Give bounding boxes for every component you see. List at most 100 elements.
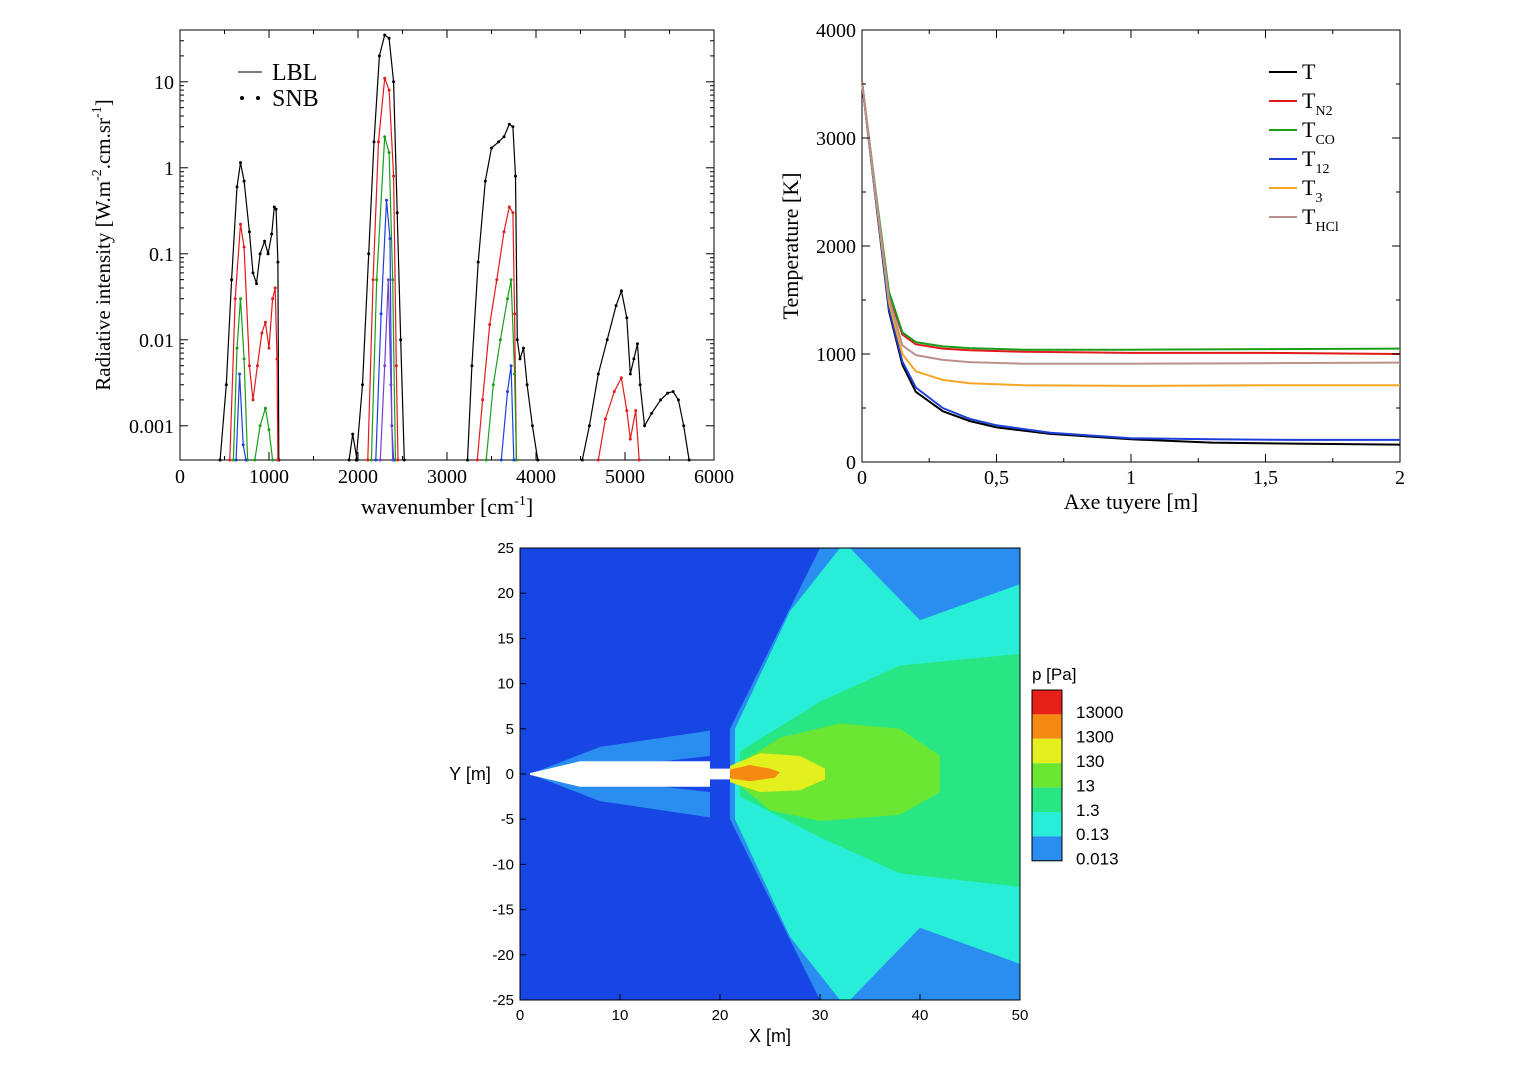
spectrum-snb-point [643, 424, 647, 428]
spectrum-snb-point [518, 357, 522, 361]
temperature-line-2 [861, 81, 1401, 351]
temperature-plot-frame [861, 29, 1401, 463]
spectrum-series-1-band-3 [597, 376, 640, 461]
contour-region-7 [730, 765, 780, 782]
spectrum-snb-point [247, 364, 251, 368]
spectrum-snb-point [383, 33, 387, 37]
spectrum-snb-point [235, 346, 239, 350]
spectrum-snb-point [628, 372, 632, 376]
temperature-x-tick-label: 1 [1126, 467, 1136, 489]
contour-y-tick-label: 10 [497, 676, 514, 693]
spectrum-snb-point [383, 76, 387, 80]
spectrum-series-3-band-0 [235, 373, 247, 461]
spectrum-snb-point [392, 80, 396, 84]
legend-snb-dot [256, 96, 260, 100]
spectrum-snb-point [614, 304, 618, 308]
contour-x-tick-label: 30 [812, 1007, 829, 1024]
spectrum-snb-point [391, 278, 395, 282]
spectrum-snb-point [233, 297, 237, 301]
temperature-line-5 [861, 81, 1401, 365]
contour-region-3 [850, 927, 1020, 1000]
colorbar-swatch-6 [1032, 836, 1062, 861]
spectrum-snb-point [676, 398, 680, 402]
spectrum-snb-point [374, 458, 378, 462]
temperature-y-tick-label: 3000 [816, 128, 856, 150]
spectrum-snb-point [383, 135, 387, 139]
spectrum-snb-point [379, 312, 383, 316]
temperature-x-tick-label: 2 [1395, 467, 1405, 489]
legend-label-0: T [1302, 59, 1316, 84]
spectrum-snb-point [274, 207, 278, 211]
colorbar-label-0: 13000 [1076, 703, 1123, 722]
spectrum-snb-point [386, 278, 390, 282]
contour-y-tick-label: -5 [501, 811, 514, 828]
spectrum-snb-point [366, 458, 370, 462]
contour-y-tick-label: 20 [497, 585, 514, 602]
colorbar-label-2: 130 [1076, 752, 1104, 771]
spectrum-series-0-band-1 [348, 433, 358, 461]
spectrum-snb-point [596, 458, 600, 462]
spectrum-snb-point [509, 278, 513, 282]
spectrum-snb-point [483, 179, 487, 183]
spectrum-snb-point [383, 364, 387, 368]
spectrum-snb-point [242, 357, 246, 361]
spectrum-snb-point [666, 391, 670, 395]
spectrum-snb-point [271, 297, 275, 301]
colorbar-label-3: 13 [1076, 776, 1095, 795]
spectrum-snb-point [634, 409, 638, 413]
temperature-y-tick-label: 1000 [816, 344, 856, 366]
spectrum-snb-point [272, 205, 276, 209]
colorbar-swatch-5 [1032, 812, 1062, 837]
colorbar-swatch-0 [1032, 690, 1062, 715]
spectrum-snb-point [687, 458, 691, 462]
spectrum-snb-point [347, 458, 351, 462]
legend-label-2: TCO [1302, 117, 1335, 148]
spectrum-snb-point [671, 390, 675, 394]
spectrum-snb-point [636, 342, 639, 346]
spectrum-snb-point [271, 458, 275, 462]
contour-x-tick-label: 0 [516, 1007, 524, 1024]
temperature-y-tick-label: 0 [846, 452, 856, 474]
spectrum-snb-point [372, 140, 376, 144]
colorbar-label-1: 1300 [1076, 728, 1114, 747]
spectrum-snb-point [258, 252, 262, 256]
contour-y-tick-label: 0 [506, 766, 514, 783]
spectrum-series-2-band-1 [254, 408, 274, 461]
contour-y-tick-label: 15 [497, 630, 514, 647]
colorbar-frame [1031, 689, 1063, 862]
spectrum-snb-point [270, 232, 274, 236]
spectrum-snb-point [507, 205, 511, 209]
colorbar-swatch-1 [1032, 714, 1062, 739]
spectrum-snb-point [255, 364, 259, 368]
contour-x-axis-label: X [m] [749, 1026, 791, 1046]
spectrum-snb-point [522, 346, 525, 350]
spectrum-snb-point [276, 458, 280, 462]
legend-snb-label: SNB [272, 86, 319, 112]
spectrum-snb-point [481, 398, 485, 402]
spectrum-snb-point [263, 406, 267, 410]
spectrum-snb-point [238, 372, 242, 376]
spectrum-snb-point [378, 458, 382, 462]
spectrum-snb-point [377, 54, 381, 58]
spectrum-snb-point [512, 458, 516, 462]
contour-region-2 [850, 548, 1020, 621]
spectrum-snb-point [513, 372, 517, 376]
spectrum-snb-point [511, 211, 515, 215]
legend-snb-dot [240, 96, 244, 100]
spectrum-y-tick-label: 0.001 [129, 416, 174, 438]
spectrum-snb-point [514, 174, 517, 178]
spectrum-snb-point [276, 260, 280, 264]
spectrum-series-group [218, 33, 691, 462]
spectrum-snb-point [354, 458, 358, 462]
legend-label-5: THCl [1302, 204, 1339, 235]
spectrum-snb-point [498, 338, 502, 342]
spectrum-x-tick-label: 6000 [694, 466, 734, 488]
spectrum-snb-point [387, 36, 391, 40]
spectrum-snb-point [632, 357, 636, 361]
spectrum-snb-point [506, 297, 509, 301]
spectrum-series-1-band-0 [229, 224, 279, 461]
colorbar-title: p [Pa] [1032, 665, 1076, 684]
spectrum-plot-frame [179, 29, 715, 461]
